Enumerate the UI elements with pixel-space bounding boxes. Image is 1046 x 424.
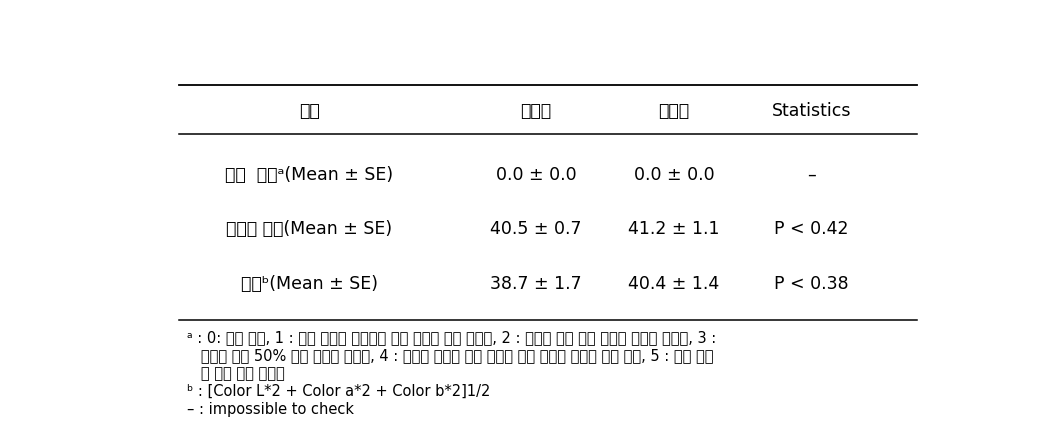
Text: 41.2 ± 1.1: 41.2 ± 1.1 — [629, 220, 720, 238]
Text: 처리된 잎의 50% 정도 약해가 인정됨, 4 : 상당한 피해를 받고 있으나 아직 건전한 부분이 남아 있음, 5 : 심한 약해: 처리된 잎의 50% 정도 약해가 인정됨, 4 : 상당한 피해를 받고 있으… — [187, 348, 714, 363]
Text: 0.0 ± 0.0: 0.0 ± 0.0 — [496, 166, 576, 184]
Text: 40.4 ± 1.4: 40.4 ± 1.4 — [629, 275, 720, 293]
Text: 40.5 ± 0.7: 40.5 ± 0.7 — [491, 220, 582, 238]
Text: – : impossible to check: – : impossible to check — [187, 402, 355, 417]
Text: Statistics: Statistics — [772, 102, 851, 120]
Text: 색도ᵇ(Mean ± SE): 색도ᵇ(Mean ± SE) — [241, 275, 378, 293]
Text: 엽록소 함량(Mean ± SE): 엽록소 함량(Mean ± SE) — [226, 220, 392, 238]
Text: ᵃ : 0: 약해 없음, 1 : 아주 가벼운 약해로서 작은 약반이 약간 인정됨, 2 : 처리된 잎의 적은 부분에 약해가 인정됨, 3 :: ᵃ : 0: 약해 없음, 1 : 아주 가벼운 약해로서 작은 약반이 약간 … — [187, 330, 717, 345]
Text: 무처리: 무처리 — [521, 102, 551, 120]
Text: 0.0 ± 0.0: 0.0 ± 0.0 — [634, 166, 714, 184]
Text: 38.7 ± 1.7: 38.7 ± 1.7 — [491, 275, 582, 293]
Text: P < 0.42: P < 0.42 — [774, 220, 849, 238]
Text: 참외: 참외 — [299, 102, 319, 120]
Text: 를 받고 고사 상태임: 를 받고 고사 상태임 — [187, 366, 286, 381]
Text: 약해  지수ᵃ(Mean ± SE): 약해 지수ᵃ(Mean ± SE) — [225, 166, 393, 184]
Text: P < 0.38: P < 0.38 — [774, 275, 849, 293]
Text: ᵇ : [Color L*2 + Color a*2 + Color b*2]1/2: ᵇ : [Color L*2 + Color a*2 + Color b*2]1… — [187, 384, 491, 399]
Text: 처리구: 처리구 — [658, 102, 689, 120]
Text: –: – — [808, 166, 816, 184]
